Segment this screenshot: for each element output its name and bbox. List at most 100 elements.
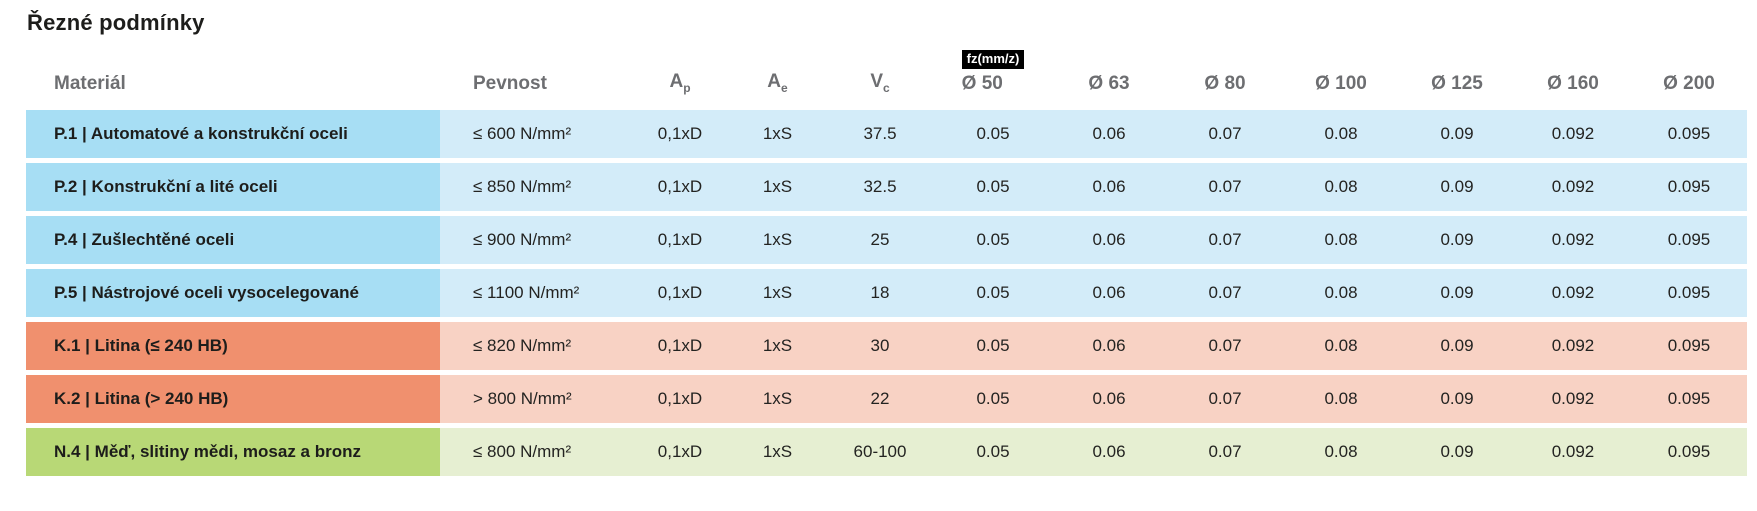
table-row: P.2 | Konstrukční a lité oceli ≤ 850 N/mm…	[26, 162, 1747, 211]
fz-cell: 0.06	[1051, 374, 1167, 423]
pevnost-cell: ≤ 820 N/mm²	[440, 321, 630, 370]
fz-cell: 0.05	[935, 321, 1051, 370]
column-header-diameter-100: Ø 100	[1283, 47, 1399, 105]
fz-cell: 0.092	[1515, 162, 1631, 211]
vc-subscript: c	[883, 80, 890, 95]
ap-cell: 0,1xD	[630, 321, 730, 370]
column-header-diameter-160: Ø 160	[1515, 47, 1631, 105]
ae-cell: 1xS	[730, 374, 825, 423]
pevnost-cell: > 800 N/mm²	[440, 374, 630, 423]
fz-cell: 0.07	[1167, 109, 1283, 158]
column-header-diameter-125: Ø 125	[1399, 47, 1515, 105]
column-header-diameter-63: Ø 63	[1051, 47, 1167, 105]
fz-cell: 0.06	[1051, 427, 1167, 476]
material-cell: K.1 | Litina (≤ 240 HB)	[26, 321, 440, 370]
fz-cell: 0.08	[1283, 268, 1399, 317]
table-header: Materiál Pevnost Ap Ae Vc fz(mm/z) Ø 50 …	[26, 47, 1747, 105]
material-cell: P.4 | Zušlechtěné oceli	[26, 215, 440, 264]
ap-cell: 0,1xD	[630, 374, 730, 423]
fz-cell: 0.05	[935, 215, 1051, 264]
table-row: K.2 | Litina (> 240 HB) > 800 N/mm² 0,1xD 1…	[26, 374, 1747, 423]
fz-cell: 0.06	[1051, 268, 1167, 317]
ap-cell: 0,1xD	[630, 215, 730, 264]
vc-cell: 60-100	[825, 427, 935, 476]
fz-cell: 0.07	[1167, 321, 1283, 370]
fz-cell: 0.09	[1399, 427, 1515, 476]
fz-cell: 0.092	[1515, 321, 1631, 370]
ap-cell: 0,1xD	[630, 109, 730, 158]
vc-label: V	[870, 70, 883, 92]
column-header-diameter-50: fz(mm/z) Ø 50	[935, 47, 1051, 105]
fz-cell: 0.08	[1283, 427, 1399, 476]
fz-cell: 0.07	[1167, 162, 1283, 211]
fz-cell: 0.09	[1399, 321, 1515, 370]
table-row: P.5 | Nástrojové oceli vysocelegované ≤ 1…	[26, 268, 1747, 317]
fz-cell: 0.06	[1051, 109, 1167, 158]
table-row: N.4 | Měď, slitiny mědi, mosaz a bronz ≤ …	[26, 427, 1747, 476]
fz-unit-badge: fz(mm/z)	[961, 50, 1025, 69]
fz-cell: 0.07	[1167, 215, 1283, 264]
fz-cell: 0.09	[1399, 268, 1515, 317]
fz-cell: 0.095	[1631, 162, 1747, 211]
vc-cell: 18	[825, 268, 935, 317]
material-cell: P.5 | Nástrojové oceli vysocelegované	[26, 268, 440, 317]
fz-cell: 0.06	[1051, 162, 1167, 211]
fz-cell: 0.092	[1515, 268, 1631, 317]
column-header-vc: Vc	[825, 47, 935, 105]
fz-cell: 0.092	[1515, 109, 1631, 158]
header-row: Materiál Pevnost Ap Ae Vc fz(mm/z) Ø 50 …	[26, 47, 1747, 105]
fz-cell: 0.09	[1399, 374, 1515, 423]
page-title: Řezné podmínky	[27, 10, 205, 35]
table-row: P.1 | Automatové a konstrukční oceli ≤ 60…	[26, 109, 1747, 158]
fz-cell: 0.05	[935, 109, 1051, 158]
vc-cell: 32.5	[825, 162, 935, 211]
column-header-material: Materiál	[26, 47, 440, 105]
ae-cell: 1xS	[730, 109, 825, 158]
vc-cell: 37.5	[825, 109, 935, 158]
fz-cell: 0.09	[1399, 215, 1515, 264]
fz-cell: 0.095	[1631, 427, 1747, 476]
fz-cell: 0.08	[1283, 321, 1399, 370]
fz-cell: 0.05	[935, 162, 1051, 211]
material-cell: N.4 | Měď, slitiny mědi, mosaz a bronz	[26, 427, 440, 476]
ae-cell: 1xS	[730, 268, 825, 317]
table-body: P.1 | Automatové a konstrukční oceli ≤ 60…	[26, 109, 1747, 476]
fz-cell: 0.08	[1283, 374, 1399, 423]
pevnost-cell: ≤ 850 N/mm²	[440, 162, 630, 211]
ap-label: A	[669, 70, 684, 92]
ae-label: A	[767, 70, 782, 92]
ae-cell: 1xS	[730, 427, 825, 476]
pevnost-cell: ≤ 1100 N/mm²	[440, 268, 630, 317]
material-cell: P.2 | Konstrukční a lité oceli	[26, 162, 440, 211]
column-header-ae: Ae	[730, 47, 825, 105]
column-header-pevnost: Pevnost	[440, 47, 630, 105]
fz-cell: 0.08	[1283, 109, 1399, 158]
fz-cell: 0.05	[935, 427, 1051, 476]
ap-cell: 0,1xD	[630, 427, 730, 476]
ae-cell: 1xS	[730, 215, 825, 264]
fz-cell: 0.07	[1167, 268, 1283, 317]
cutting-conditions-table: Materiál Pevnost Ap Ae Vc fz(mm/z) Ø 50 …	[26, 42, 1747, 481]
fz-cell: 0.095	[1631, 215, 1747, 264]
fz-cell: 0.05	[935, 268, 1051, 317]
ap-subscript: p	[683, 80, 691, 95]
table-row: K.1 | Litina (≤ 240 HB) ≤ 820 N/mm² 0,1xD 1…	[26, 321, 1747, 370]
fz-cell: 0.09	[1399, 162, 1515, 211]
fz-cell: 0.05	[935, 374, 1051, 423]
fz-cell: 0.095	[1631, 268, 1747, 317]
ap-cell: 0,1xD	[630, 162, 730, 211]
column-header-diameter-80: Ø 80	[1167, 47, 1283, 105]
fz-cell: 0.092	[1515, 374, 1631, 423]
column-header-ap: Ap	[630, 47, 730, 105]
fz-cell: 0.092	[1515, 215, 1631, 264]
fz-cell: 0.095	[1631, 109, 1747, 158]
fz-cell: 0.09	[1399, 109, 1515, 158]
pevnost-cell: ≤ 600 N/mm²	[440, 109, 630, 158]
fz-cell: 0.08	[1283, 162, 1399, 211]
material-cell: P.1 | Automatové a konstrukční oceli	[26, 109, 440, 158]
table-row: P.4 | Zušlechtěné oceli ≤ 900 N/mm² 0,1xD 1…	[26, 215, 1747, 264]
fz-cell: 0.092	[1515, 427, 1631, 476]
pevnost-cell: ≤ 900 N/mm²	[440, 215, 630, 264]
diameter-50-label: Ø 50	[961, 72, 1003, 94]
fz-cell: 0.095	[1631, 374, 1747, 423]
